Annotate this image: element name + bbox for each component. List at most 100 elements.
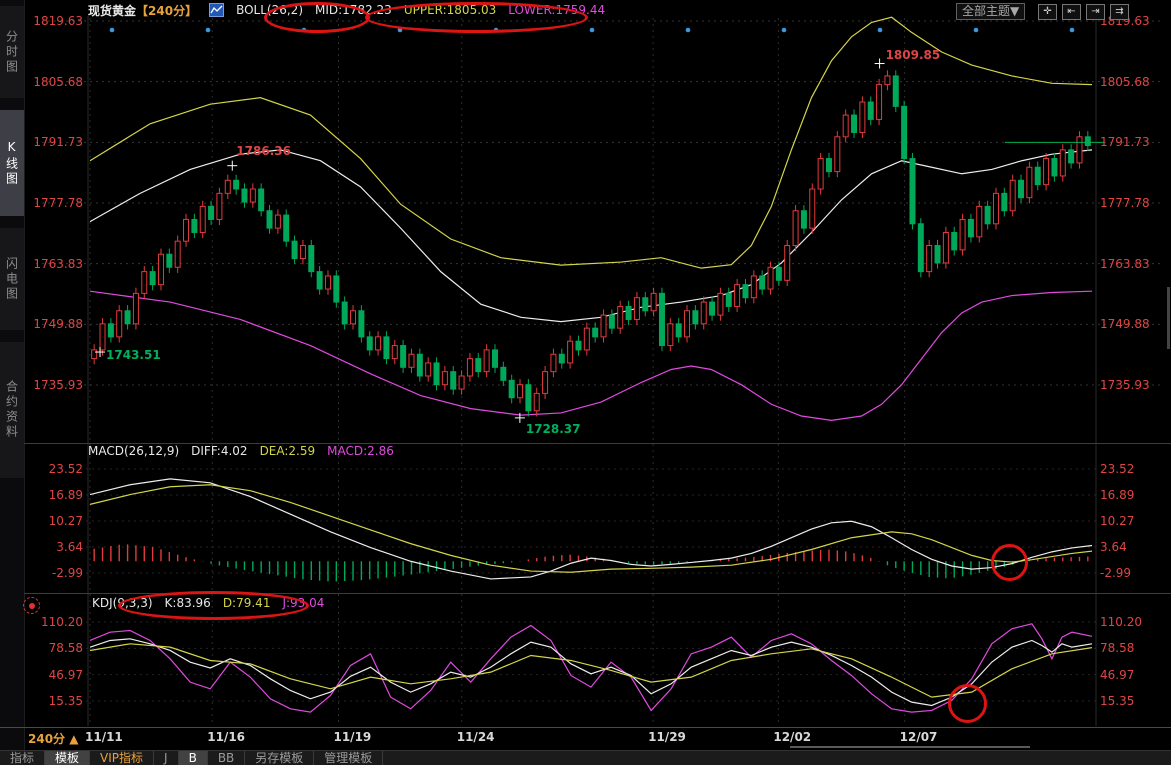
- candle-body: [391, 345, 398, 360]
- toolbar-item-manage-template[interactable]: 管理模板: [314, 751, 384, 765]
- date-tick-label: 11/19: [333, 730, 372, 744]
- theme-dropdown[interactable]: 全部主题▼: [956, 3, 1026, 20]
- candle-body: [149, 271, 156, 286]
- candle-body: [1059, 149, 1066, 177]
- macd-diff-line: [89, 478, 1093, 580]
- kdj-k-line: [89, 638, 1093, 707]
- candle-body: [299, 245, 306, 260]
- price-tick-label: 1777.78: [33, 196, 83, 210]
- session-dot: [493, 27, 499, 33]
- date-tick-label: 11/29: [648, 730, 686, 744]
- instrument-name: 现货黄金: [88, 3, 137, 18]
- instrument-title: 现货黄金【240分】: [88, 2, 197, 19]
- candle-body: [132, 292, 139, 325]
- boll-mid-line: [89, 149, 1093, 323]
- sidebar-item-flash-chart[interactable]: 闪电图: [0, 228, 24, 330]
- date-tick-label: 12/07: [899, 730, 938, 744]
- toolbar-item-bb[interactable]: BB: [208, 751, 246, 765]
- candle-body: [425, 362, 432, 377]
- horizontal-scrollbar-thumb[interactable]: [790, 746, 1030, 748]
- candle-body: [976, 205, 983, 238]
- session-dot: [205, 27, 211, 33]
- kdj-d-value: D:79.41: [222, 596, 271, 610]
- price-tick-label: 1791.73: [1100, 135, 1150, 150]
- candle-body: [709, 301, 716, 316]
- session-dot: [1069, 27, 1075, 33]
- candle-body: [291, 240, 298, 260]
- candle-body: [608, 314, 615, 329]
- candle-body: [333, 275, 340, 303]
- candle-body: [934, 245, 941, 264]
- candle-body: [825, 158, 832, 173]
- expand-icon[interactable]: ⇥: [1086, 4, 1105, 20]
- price-tick-label: 15.35: [1100, 694, 1135, 708]
- toolbar-item-b[interactable]: B: [178, 751, 208, 765]
- sidebar-item-label: 分时图: [4, 29, 19, 75]
- candle-body: [475, 358, 482, 373]
- price-annotation: 1786.36: [236, 143, 291, 158]
- boll-label: BOLL(26,2): [236, 3, 303, 17]
- compress-icon[interactable]: ⇤: [1062, 4, 1081, 20]
- candle-body: [717, 292, 724, 316]
- candle-body: [358, 310, 365, 338]
- price-tick-label: 1763.83: [33, 256, 83, 271]
- candle-body: [408, 353, 415, 368]
- toolbar-item-vip-indicators[interactable]: VIP指标: [90, 751, 155, 765]
- candle-body: [191, 218, 198, 233]
- candle-body: [99, 323, 106, 351]
- price-tick-label: 110.20: [1100, 615, 1142, 629]
- toolbar-item-indicators[interactable]: 指标: [0, 751, 46, 765]
- macd-diff-value: DIFF:4.02: [191, 444, 248, 458]
- candle-body: [483, 349, 490, 373]
- toolbar-item-j[interactable]: J: [154, 751, 179, 765]
- price-tick-label: 1777.78: [1100, 196, 1150, 210]
- candle-body: [867, 101, 874, 120]
- candle-body: [575, 340, 582, 351]
- vertical-scrollbar-thumb[interactable]: [1167, 287, 1170, 349]
- pan-right-icon[interactable]: ⇉: [1110, 4, 1129, 20]
- date-tick-label: 12/02: [773, 730, 812, 744]
- candle-body: [233, 179, 240, 190]
- candle-body: [91, 349, 98, 360]
- candle-body: [500, 366, 507, 381]
- session-dot: [109, 27, 115, 33]
- macd-dea-line: [89, 484, 1093, 573]
- boll-upper-value: UPPER:1805.03: [403, 3, 497, 17]
- macd-macd-value: MACD:2.86: [327, 444, 394, 458]
- candle-body: [283, 214, 290, 242]
- period-label: 240分: [28, 732, 66, 746]
- candle-body: [734, 284, 741, 307]
- candle-body: [324, 275, 331, 290]
- candle-body: [224, 179, 231, 194]
- move-icon[interactable]: ✛: [1038, 4, 1057, 20]
- price-tick-label: 16.89: [48, 488, 83, 502]
- sidebar-item-label: 合约资料: [4, 380, 19, 440]
- candle-body: [667, 323, 674, 347]
- candle-body: [767, 266, 774, 290]
- sidebar-item-kline-chart[interactable]: K线图: [0, 110, 24, 216]
- panel-separator: [24, 593, 1171, 594]
- price-tick-label: 1819.63: [33, 14, 83, 28]
- candle-body: [107, 323, 114, 338]
- candle-body: [992, 192, 999, 225]
- price-tick-label: 1735.93: [1100, 378, 1150, 392]
- candle-body: [967, 218, 974, 238]
- candle-body: [491, 349, 498, 368]
- price-tick-label: 1749.88: [33, 317, 83, 332]
- sidebar-item-timeshare-chart[interactable]: 分时图: [0, 6, 24, 98]
- period-selector[interactable]: 240分 ▲: [28, 730, 78, 747]
- toolbar-item-save-template[interactable]: 另存模板: [245, 751, 315, 765]
- toolbar-item-templates[interactable]: 模板: [45, 751, 91, 765]
- candle-body: [466, 358, 473, 377]
- candle-body: [700, 301, 707, 325]
- boll-lower-line: [89, 290, 1093, 421]
- sidebar-item-contract-info[interactable]: 合约资料: [0, 342, 24, 478]
- bottom-toolbar: 指标 模板 VIP指标 J B BB 另存模板 管理模板: [0, 750, 1171, 765]
- kdj-k-value: K:83.96: [164, 596, 211, 610]
- macd-header: MACD(26,12,9) DIFF:4.02 DEA:2.59 MACD:2.…: [88, 444, 394, 458]
- indicator-chart-icon: [209, 3, 225, 17]
- candle-body: [784, 245, 791, 281]
- candle-body: [558, 353, 565, 364]
